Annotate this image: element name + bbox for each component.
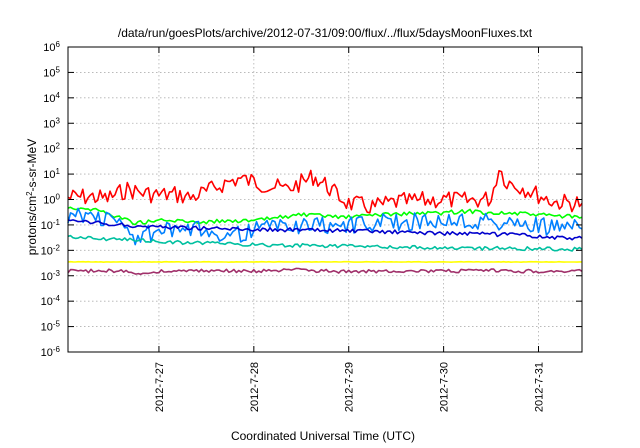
y-tick-exp: -6: [53, 345, 61, 354]
series-line-1: [67, 169, 583, 214]
y-tick-exp: 0: [56, 192, 61, 201]
y-tick-exp: -3: [53, 268, 61, 277]
series-line-7: [67, 267, 583, 276]
axis-ticks: [68, 46, 582, 353]
x-axis-label: Coordinated Universal Time (UTC): [231, 429, 415, 443]
y-tick-label: 10-2: [41, 243, 61, 257]
y-tick-base: 10: [41, 220, 53, 232]
y-tick-base: 10: [43, 144, 55, 156]
y-axis-label: protons/cm2-s-sr-MeV: [25, 139, 40, 255]
series-group: [67, 169, 583, 276]
y-tick-label: 103: [43, 116, 60, 131]
y-tick-exp: 6: [56, 40, 61, 49]
grid-lines: [68, 47, 582, 352]
series-line-2: [67, 206, 583, 226]
y-tick-base: 10: [43, 169, 55, 181]
y-axis-label-rest: -s-sr-MeV: [25, 139, 39, 192]
y-tick-exp: 2: [56, 141, 61, 150]
y-tick-label: 10-6: [41, 345, 61, 360]
y-tick-exp: -1: [53, 217, 61, 226]
x-tick-label: 2012-7-27: [154, 362, 166, 412]
series-line-5: [67, 234, 583, 252]
y-tick-exp: -2: [53, 243, 61, 252]
y-tick-base: 10: [43, 195, 55, 207]
x-tick-label: 2012-7-29: [344, 362, 356, 412]
y-tick-base: 10: [41, 347, 53, 359]
y-tick-label: 106: [43, 40, 60, 55]
series-line-3: [67, 207, 583, 246]
y-tick-base: 10: [43, 67, 55, 79]
y-tick-label: 100: [43, 192, 60, 207]
y-tick-label: 102: [43, 141, 60, 156]
y-tick-label: 10-5: [41, 319, 61, 334]
y-tick-base: 10: [43, 118, 55, 130]
x-tick-labels: 2012-7-27 2012-7-28 2012-7-29 2012-7-30 2012…: [154, 362, 546, 412]
y-tick-exp: -5: [53, 319, 61, 328]
x-tick-label: 2012-7-31: [534, 362, 546, 412]
y-axis-label-base: protons/cm: [25, 196, 39, 255]
y-tick-base: 10: [43, 93, 55, 105]
y-tick-label: 10-1: [41, 217, 61, 232]
y-tick-base: 10: [41, 322, 53, 334]
y-tick-exp: 3: [56, 116, 61, 125]
y-tick-exp: 1: [56, 167, 61, 176]
y-tick-base: 10: [41, 245, 53, 257]
y-tick-label: 10-3: [41, 268, 61, 283]
series-line-6: [67, 260, 582, 263]
series-line-4: [67, 219, 583, 241]
y-tick-exp: 4: [56, 90, 61, 99]
y-tick-exp: -4: [53, 294, 61, 303]
y-tick-base: 10: [41, 296, 53, 308]
y-tick-labels: 10-610-510-410-310-210-11001011021031041…: [41, 40, 61, 360]
y-tick-exp: 5: [56, 65, 61, 74]
y-axis-label-sup: 2: [25, 191, 34, 196]
x-tick-label: 2012-7-30: [439, 362, 451, 412]
chart-title: /data/run/goesPlots/archive/2012-07-31/0…: [118, 26, 533, 40]
x-tick-label: 2012-7-28: [249, 362, 261, 412]
y-tick-label: 105: [43, 65, 60, 80]
y-tick-label: 104: [43, 90, 60, 105]
y-tick-label: 10-4: [41, 294, 61, 309]
y-tick-label: 101: [43, 167, 60, 182]
y-tick-base: 10: [43, 42, 55, 54]
y-tick-base: 10: [41, 271, 53, 283]
